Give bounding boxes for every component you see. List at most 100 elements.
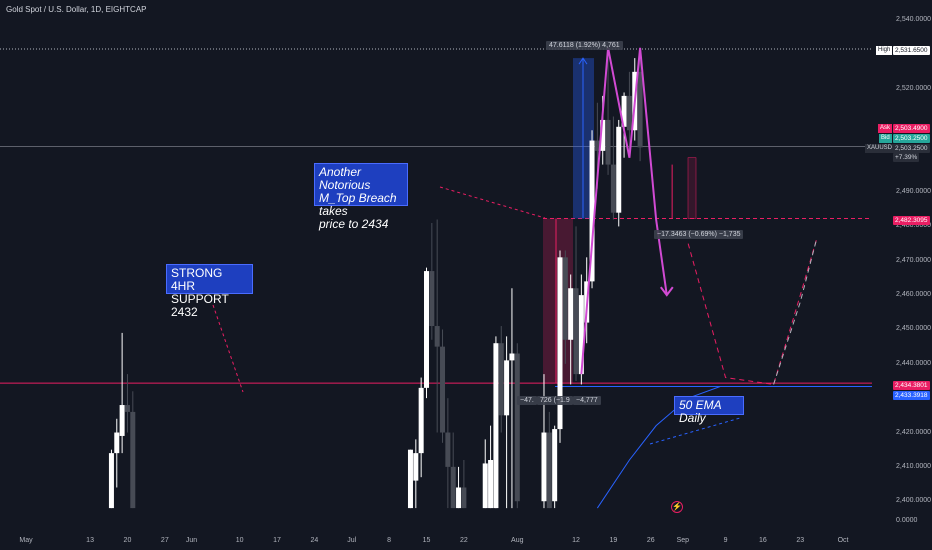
m-top-arrowhead [660, 286, 674, 297]
measure-up-arrowhead [578, 57, 588, 65]
candle-body-20 [498, 343, 504, 416]
candle-body-10 [429, 271, 435, 327]
candle-body-4 [124, 405, 130, 412]
ema-50-curve [596, 385, 774, 509]
price-tick-label-9: 2,420.0000 [896, 428, 932, 436]
price-tick-label-11: 2,400.0000 [896, 497, 932, 505]
time-tick-label-18: 9 [723, 537, 728, 544]
price-tick-label-5: 2,470.0000 [896, 256, 932, 264]
ask-tag-value: 2,503.4900 [893, 124, 930, 133]
support-note-line-2: SUPPORT 2432 [171, 292, 229, 319]
price-tick-label-7: 2,450.0000 [896, 325, 932, 333]
measure-down-label-mid: 726 (−1.9 [537, 396, 573, 405]
candle-body-37 [610, 164, 616, 213]
candle-body-16 [461, 487, 467, 509]
ask-tag-key: Ask [878, 124, 893, 133]
chart-title: Gold Spot / U.S. Dollar, 1D, EIGHTCAP [6, 5, 147, 14]
candle-body-21 [504, 360, 510, 416]
measure-small-label: −17.3463 (−0.69%) −1,735 [654, 230, 744, 239]
candle-body-14 [450, 466, 456, 509]
candle-body-40 [626, 95, 632, 131]
time-tick-label-19: 16 [759, 537, 767, 544]
candle-body-23 [514, 353, 520, 502]
candle-body-3 [119, 405, 125, 436]
breach-note-connector [439, 186, 546, 219]
bid-tag-value: 2,503.2500 [893, 134, 930, 143]
time-tick-label-15: 19 [609, 537, 618, 544]
time-tick-label-5: Jun [185, 537, 198, 544]
support-note[interactable]: STRONG 4HR SUPPORT 2432 [166, 264, 253, 319]
candle-body-34 [594, 140, 600, 151]
price-tick-label-6: 2,460.0000 [896, 291, 932, 299]
top-breach-note[interactable]: Another Notorious M_Top Breach takes pri… [314, 163, 408, 231]
price-tick-label-2: 2,520.0000 [896, 85, 932, 93]
candle-body-7 [413, 453, 419, 481]
candle-body-25 [546, 432, 552, 509]
measure-small-box [687, 157, 697, 219]
candle-body-27 [557, 257, 563, 430]
candle-body-42 [637, 71, 643, 148]
time-tick-label-21: Oct [837, 537, 849, 544]
candle-body-22 [509, 353, 515, 361]
candle-body-30 [573, 288, 579, 375]
time-tick-label-2: 13 [86, 537, 94, 544]
ema-note-label: 50 EMA Daily [679, 398, 722, 425]
price-tick-label-8: 2,440.0000 [896, 359, 932, 367]
support-level-tag: 2,434.3801 [893, 381, 930, 390]
candle-body-2 [114, 432, 120, 454]
top-breach-note-line-1: Another Notorious [319, 165, 371, 192]
price-tick-label-1: 2,540.0000 [896, 16, 932, 24]
projection-up-path [773, 240, 817, 385]
candle-body-6 [407, 449, 413, 509]
time-tick-label-4: 27 [160, 537, 169, 544]
candle-body-38 [616, 126, 622, 213]
measure-down-label-left: −47. [517, 396, 537, 405]
candle-body-26 [552, 429, 558, 502]
price-tick-label-3: 2,490.0000 [896, 188, 932, 196]
bid-tag-key: Bid [879, 134, 892, 143]
lightning-icon[interactable]: ⚡ [671, 501, 683, 513]
time-tick-label-3: 20 [123, 537, 132, 544]
candle-body-36 [605, 119, 611, 165]
time-tick-label-12: 22 [459, 537, 468, 544]
high-tag-key: High [876, 46, 893, 55]
candle-body-12 [440, 346, 446, 433]
candle-body-1 [108, 453, 114, 509]
candle-body-13 [445, 432, 451, 467]
time-tick-label-16: 26 [646, 537, 655, 544]
candle-body-33 [589, 140, 595, 282]
price-axis-zero-label: 0.0000 [896, 517, 918, 524]
time-tick-label-8: 24 [310, 537, 319, 544]
candle-body-28 [562, 257, 568, 340]
candle-body-18 [488, 459, 494, 509]
price-tick-label-10: 2,410.0000 [896, 462, 932, 470]
time-tick-label-6: 10 [235, 537, 244, 544]
time-tick-label-13: Aug [511, 537, 524, 544]
candle-body-39 [621, 95, 627, 127]
projection-down-path [687, 240, 817, 385]
time-tick-label-7: 17 [273, 537, 281, 544]
candle-body-15 [456, 487, 462, 509]
high-tag-value: 2,531.6500 [893, 46, 930, 55]
ema-note[interactable]: 50 EMA Daily [674, 396, 744, 425]
price-tick-label-4: 2,480.0000 [896, 222, 932, 230]
measure-up-label: 47.6118 (1.92%) 4,761 [546, 41, 623, 50]
time-tick-label-17: Sep [676, 537, 690, 544]
resistance-level-tag: 2,482.3095 [893, 216, 930, 225]
time-tick-label-14: 12 [572, 537, 580, 544]
time-tick-label-11: 15 [422, 537, 431, 544]
ema-note-connector [649, 417, 741, 445]
candle-body-17 [482, 463, 488, 509]
candle-body-24 [541, 432, 547, 502]
candle-body-19 [493, 343, 499, 509]
candle-body-31 [578, 295, 584, 375]
time-tick-label-10: 8 [387, 537, 392, 544]
candle-body-29 [568, 288, 574, 340]
time-tick-label-9: Jul [347, 537, 357, 544]
last-price-tag: 2,503.2500 [893, 144, 930, 153]
top-breach-note-line-2: M_Top Breach takes [319, 191, 397, 218]
ema-level-tag: 2,433.3918 [893, 391, 930, 400]
support-note-line-1: STRONG 4HR [171, 266, 223, 293]
symbol-tag: XAUUSD [865, 144, 895, 153]
